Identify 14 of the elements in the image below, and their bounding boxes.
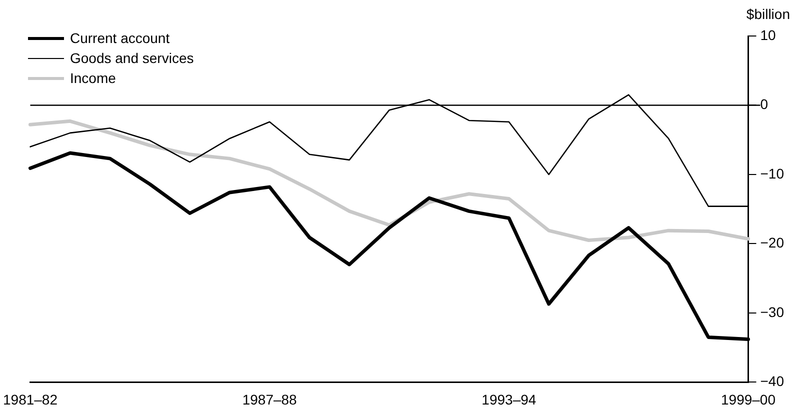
y-tick-label: −10: [760, 165, 784, 182]
legend-label: Income: [70, 69, 116, 88]
legend-label: Goods and services: [70, 49, 194, 68]
x-tick-label: 1981–82: [2, 391, 58, 408]
y-tick-label: −30: [760, 304, 784, 320]
y-tick-label: −20: [760, 234, 784, 251]
y-tick-label: −40: [760, 373, 784, 390]
x-tick-label: 1999–00: [720, 391, 776, 408]
y-tick-label: 0: [760, 96, 768, 112]
x-tick-label: 1987–88: [242, 391, 298, 408]
legend-label: Current account: [70, 29, 170, 48]
y-tick-label: 10: [760, 26, 776, 43]
y-axis-title: $billion: [746, 6, 790, 22]
x-tick-label: 1993–94: [482, 391, 536, 408]
